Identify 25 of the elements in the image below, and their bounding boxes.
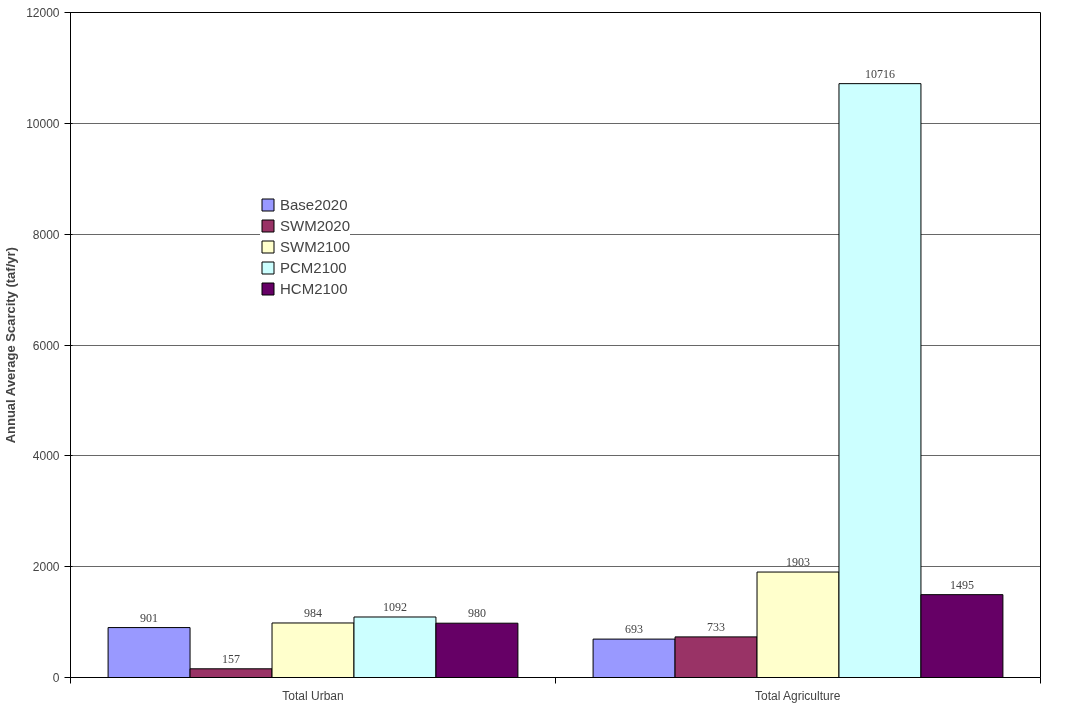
legend-label: SWM2100 (280, 238, 351, 255)
legend-label: HCM2100 (280, 280, 348, 297)
data-label: 733 (707, 619, 726, 634)
data-label: 157 (222, 651, 241, 666)
y-tick-label: 2000 (32, 560, 60, 575)
legend-label: PCM2100 (280, 259, 347, 276)
y-tick-label: 12000 (26, 6, 60, 20)
y-tick-label: 6000 (32, 338, 60, 353)
data-label: 901 (140, 610, 159, 625)
data-label: 10716 (864, 66, 895, 81)
x-tick-label: Total Agriculture (754, 688, 841, 703)
y-tick-label: 8000 (32, 227, 60, 242)
y-tick-label: 0 (52, 671, 60, 685)
legend-label: Base2020 (280, 196, 348, 213)
legend-label: SWM2020 (280, 217, 351, 234)
data-label: 1495 (949, 577, 974, 592)
x-tick-label: Total Urban (282, 688, 344, 703)
data-label: 1903 (786, 555, 810, 570)
y-axis-title: Annual Average Scarcity (taf/yr) (3, 247, 19, 444)
data-label: 984 (304, 605, 322, 620)
data-label: 1092 (382, 599, 407, 614)
y-tick-label: 4000 (32, 449, 60, 464)
data-label: 980 (467, 606, 486, 621)
y-tick-label: 10000 (26, 116, 60, 131)
data-label: 693 (625, 622, 644, 637)
